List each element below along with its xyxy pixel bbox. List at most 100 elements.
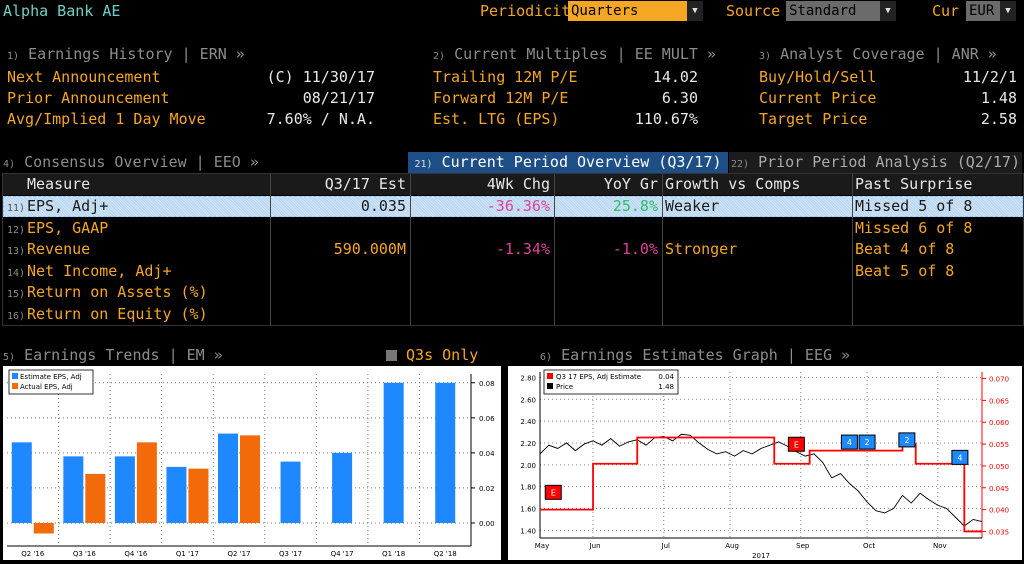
cell-surprise xyxy=(853,282,1022,303)
marker-box xyxy=(544,484,562,500)
measure-label: Return on Assets (%) xyxy=(27,283,208,301)
price-line xyxy=(539,433,983,527)
cell-chg: -1.34% xyxy=(495,240,550,258)
periodicity-value: Quarters xyxy=(571,3,639,19)
column-header-chg[interactable]: 4Wk Chg xyxy=(411,174,554,195)
cell-chg xyxy=(411,261,554,282)
cell-yoy xyxy=(555,304,662,325)
current-multiples-header[interactable]: 2) Current Multiples | EE MULT » xyxy=(433,45,716,63)
cell-est xyxy=(271,261,410,282)
table-row[interactable]: 13) Revenue 590.000M -1.34% -1.0% Stronger Bea… xyxy=(3,239,1021,260)
tab-prior-period[interactable]: 22) Prior Period Analysis (Q2/17) xyxy=(729,152,1022,173)
legend-value: 0.04 xyxy=(658,373,674,381)
cell-est: 0.035 xyxy=(360,197,406,215)
tab-current-period[interactable]: 21) Current Period Overview (Q3/17) xyxy=(408,152,728,173)
row-number: 12) xyxy=(7,224,26,236)
earnings-trends-header[interactable]: 5) Earnings Trends | EM » xyxy=(3,346,223,364)
consensus-overview-header[interactable]: 4) Consensus Overview | EEO » xyxy=(3,153,259,171)
x-tick-label: Q2 '17 xyxy=(227,550,250,558)
column-header-yoy[interactable]: YoY Gr xyxy=(555,174,662,195)
legend-swatch xyxy=(547,383,553,389)
table-row[interactable]: 12) EPS, GAAP Missed 6 of 8 xyxy=(3,218,1021,239)
cell-growth xyxy=(663,282,852,303)
x-tick-label: Q1 '17 xyxy=(176,550,199,558)
estimate-bar xyxy=(332,452,353,523)
cell-est xyxy=(271,304,410,325)
current-multiples-row: Est. LTG (EPS) 110.67% xyxy=(433,109,698,130)
x-tick-label: Jun xyxy=(589,542,601,550)
actual-bar xyxy=(240,435,260,523)
x-tick-label: Sep xyxy=(796,542,810,550)
q3s-only-toggle[interactable]: Q3s Only xyxy=(386,346,478,364)
currency-dropdown[interactable]: EUR ▼ xyxy=(966,1,1016,21)
row-value: 2.58 xyxy=(980,110,1017,128)
chevron-down-icon: ▼ xyxy=(687,1,703,21)
estimate-bar xyxy=(435,382,456,523)
current-multiples-list: Trailing 12M P/E 14.02 Forward 12M P/E 6.30… xyxy=(433,67,698,130)
analyst-coverage-row: Buy/Hold/Sell 11/2/1 xyxy=(759,67,1017,88)
x-tick-label: Jul xyxy=(661,542,671,550)
row-number: 15) xyxy=(7,289,26,300)
measure-label: Revenue xyxy=(27,240,91,258)
column-divider xyxy=(852,174,853,325)
cell-measure: 14) Net Income, Adj+ xyxy=(3,261,270,282)
chart-legend: Estimate EPS, Adj Actual EPS, Adj xyxy=(8,369,94,395)
earnings-trends-svg: 0.00 0.02 0.04 0.06 0.08 Q2 '16 Q3 '16 Q4 '16 Q1… xyxy=(7,369,495,558)
source-dropdown[interactable]: Standard ▼ xyxy=(786,1,896,21)
cell-yoy: 25.8% xyxy=(612,197,658,215)
right-y-tick-label: 0.060 xyxy=(989,419,1009,427)
analyst-coverage-list: Buy/Hold/Sell 11/2/1 Current Price 1.48 Targ… xyxy=(759,67,1017,130)
column-header-surprise[interactable]: Past Surprise xyxy=(853,174,1022,195)
periodicity-dropdown[interactable]: Quarters ▼ xyxy=(568,1,703,21)
cell-growth xyxy=(663,218,852,239)
left-y-tick-label: 2.00 xyxy=(520,462,536,470)
cell-chg: -36.36% xyxy=(486,197,550,215)
source-label: Source xyxy=(726,2,781,20)
cell-surprise: Missed 6 of 8 xyxy=(855,218,973,237)
estimate-bar xyxy=(63,456,84,523)
legend-swatch xyxy=(12,383,18,389)
row-label: Target Price xyxy=(759,110,868,128)
table-row[interactable]: 11) EPS, Adj+ 0.035 -36.36% 25.8% Weaker Misse… xyxy=(3,196,1021,217)
earnings-estimates-graph-header[interactable]: 6) Earnings Estimates Graph | EEG » xyxy=(540,346,851,364)
marker-label: 2 xyxy=(865,438,870,447)
cell-growth xyxy=(663,304,852,325)
x-tick-label: Q2 '18 xyxy=(434,550,457,558)
chart-legend: Q3 17 EPS, Adj Estimate 0.04 Price 1.48 xyxy=(543,369,679,395)
legend-label: Price xyxy=(556,383,573,391)
actual-bar xyxy=(188,468,209,523)
cell-yoy xyxy=(555,218,662,239)
cell-growth: Stronger xyxy=(665,240,738,258)
column-header-measure[interactable]: Measure xyxy=(3,174,270,195)
revision-marker: 4 xyxy=(840,434,858,450)
analyst-coverage-header[interactable]: 3) Analyst Coverage | ANR » xyxy=(759,45,997,63)
periodicity-label: Periodicity xyxy=(480,2,580,20)
row-label: Prior Announcement xyxy=(7,89,170,107)
x-year-label: 2017 xyxy=(752,552,770,560)
legend-value: 1.48 xyxy=(658,383,674,391)
x-tick-label: Q2 '16 xyxy=(21,550,45,558)
table-row[interactable]: 14) Net Income, Adj+ Beat 5 of 8 xyxy=(3,261,1021,282)
column-header-est[interactable]: Q3/17 Est xyxy=(271,174,410,195)
table-row[interactable]: 16) Return on Equity (%) xyxy=(3,304,1021,325)
column-header-growth[interactable]: Growth vs Comps xyxy=(663,174,852,195)
earnings-trends-chart: 0.00 0.02 0.04 0.06 0.08 Q2 '16 Q3 '16 Q4 '16 Q1… xyxy=(3,366,501,560)
cell-surprise: Beat 5 of 8 xyxy=(855,261,955,280)
row-value: 08/21/17 xyxy=(302,89,375,107)
earnings-estimates-svg: 1.40 1.60 1.80 2.00 2.20 2.40 2.60 2.80 0.035 0.0… xyxy=(520,369,1009,560)
earnings-history-header[interactable]: 1) Earnings History | ERN » xyxy=(7,45,245,63)
cell-measure: 13) Revenue xyxy=(3,239,270,260)
left-y-tick-label: 1.40 xyxy=(520,527,536,535)
marker-label: 4 xyxy=(847,438,852,447)
right-y-tick-label: 0.040 xyxy=(989,507,1009,515)
table-row[interactable]: 15) Return on Assets (%) xyxy=(3,282,1021,303)
cell-est: 590.000M xyxy=(333,240,406,258)
chevron-down-icon: ▼ xyxy=(880,1,896,21)
earnings-estimates-chart: 1.40 1.60 1.80 2.00 2.20 2.40 2.60 2.80 0.035 0.0… xyxy=(508,366,1022,560)
row-value: 14.02 xyxy=(652,68,698,86)
analyst-coverage-row: Target Price 2.58 xyxy=(759,109,1017,130)
cell-measure: 15) Return on Assets (%) xyxy=(3,282,270,303)
cell-est xyxy=(271,282,410,303)
cell-measure: 11) EPS, Adj+ xyxy=(3,196,270,217)
current-multiples-row: Forward 12M P/E 6.30 xyxy=(433,88,698,109)
